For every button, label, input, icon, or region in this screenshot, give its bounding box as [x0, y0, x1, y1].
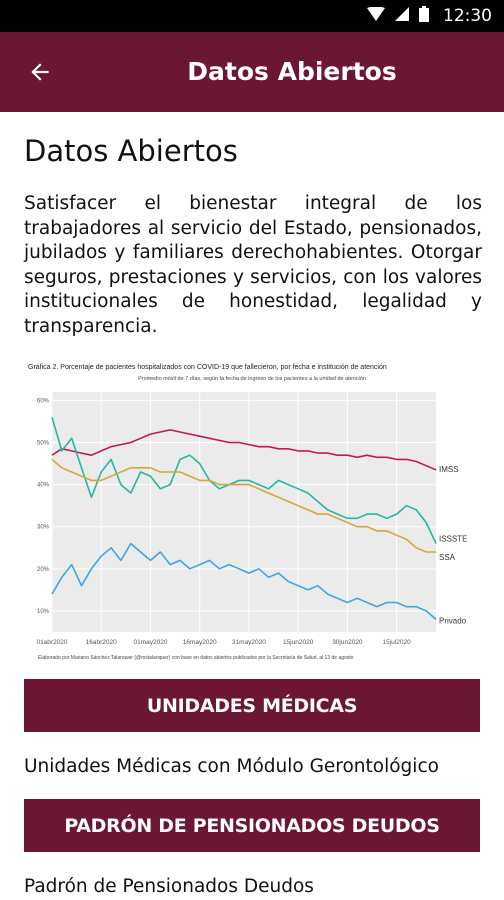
- y-tick-label: 50%: [37, 441, 50, 447]
- app-bar: Datos Abiertos: [0, 32, 504, 112]
- page-description: Satisfacer el bienestar integral de los …: [24, 193, 482, 337]
- x-tick-label: 31may2020: [232, 639, 266, 646]
- chart-caption: Elaborado por Mariano Sánchez Talanquer …: [38, 655, 354, 661]
- main-content[interactable]: Datos Abiertos Satisfacer el bienestar i…: [0, 112, 504, 900]
- padron-pensionados-button[interactable]: PADRÓN DE PENSIONADOS DEUDOS: [24, 799, 480, 852]
- y-tick-label: 60%: [37, 398, 50, 404]
- series-line-ssa: [51, 458, 436, 553]
- chart-image: Gráfica 2. Porcentaje de pacientes hospi…: [24, 360, 480, 668]
- y-tick-label: 30%: [37, 525, 50, 531]
- y-tick-label: 10%: [37, 609, 50, 615]
- app-bar-title: Datos Abiertos: [187, 57, 397, 86]
- y-tick-label: 40%: [37, 483, 50, 489]
- series-label-privado: Privado: [439, 616, 467, 625]
- x-tick-label: 01may2020: [133, 639, 167, 646]
- series-label-imss: IMSS: [439, 465, 459, 474]
- page-title: Datos Abiertos: [24, 134, 238, 168]
- series-line-issste: [51, 417, 437, 544]
- x-tick-label: 01abr2020: [36, 639, 67, 646]
- unidades-medicas-link[interactable]: Unidades Médicas con Módulo Gerontológic…: [24, 756, 439, 777]
- battery-icon: [419, 5, 429, 27]
- chart-title: Gráfica 2. Porcentaje de pacientes hospi…: [28, 364, 387, 371]
- x-tick-label: 30jun2020: [332, 639, 363, 646]
- x-tick-label: 15jun2020: [283, 639, 314, 646]
- series-line-privado: [51, 542, 437, 621]
- x-tick-label: 15jul2020: [383, 639, 412, 646]
- series-label-ssa: SSA: [439, 553, 456, 562]
- arrow-left-icon: [31, 63, 49, 81]
- wifi-icon: [367, 6, 385, 26]
- y-tick-label: 20%: [37, 567, 50, 573]
- chart-plot: 10% 20% 30% 40% 50% 60% 01abr2020 16abr2020 01ma…: [36, 392, 467, 646]
- back-button[interactable]: [22, 54, 58, 90]
- status-time: 12:30: [443, 6, 492, 26]
- status-icons: 12:30: [367, 0, 492, 32]
- signal-icon: [395, 6, 409, 26]
- series-label-issste: ISSSTE: [439, 535, 467, 544]
- chart-plot-background: [52, 392, 436, 632]
- padron-pensionados-link[interactable]: Padrón de Pensionados Deudos: [24, 876, 314, 897]
- status-bar: 12:30: [0, 0, 504, 32]
- x-tick-label: 16abr2020: [86, 639, 117, 646]
- chart-subtitle: Promedio móvil de 7 días, según la fecha…: [138, 376, 366, 382]
- unidades-medicas-button[interactable]: UNIDADES MÉDICAS: [24, 679, 480, 732]
- series-line-imss: [51, 429, 437, 471]
- x-tick-label: 16may2020: [183, 639, 217, 646]
